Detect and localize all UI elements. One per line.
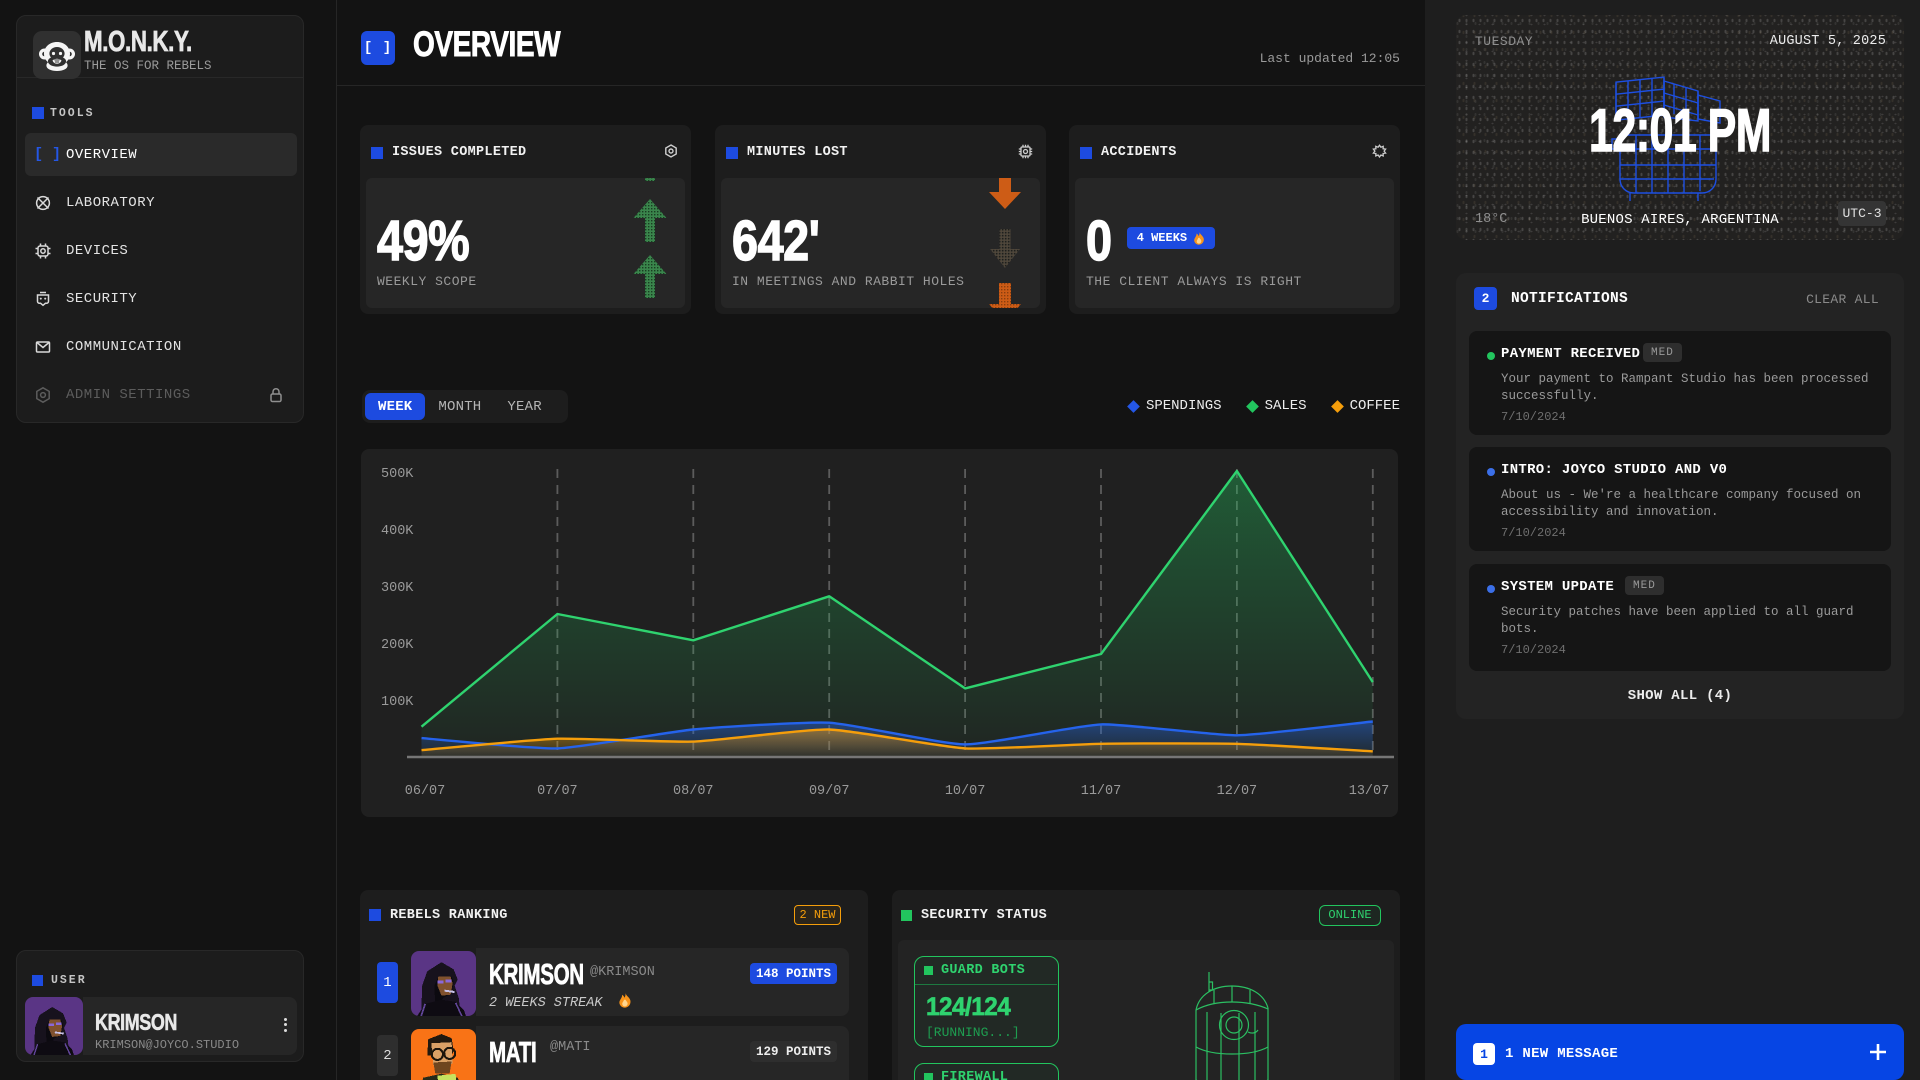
svg-text:07/07: 07/07 <box>537 784 578 799</box>
svg-text:11/07: 11/07 <box>1081 784 1122 799</box>
svg-text:10/07: 10/07 <box>945 784 986 799</box>
svg-text:06/07: 06/07 <box>405 784 446 799</box>
svg-text:08/07: 08/07 <box>673 784 714 799</box>
svg-text:100K: 100K <box>381 695 414 710</box>
svg-text:200K: 200K <box>381 638 414 653</box>
svg-text:09/07: 09/07 <box>809 784 850 799</box>
svg-text:400K: 400K <box>381 524 414 539</box>
svg-text:300K: 300K <box>381 581 414 596</box>
svg-text:13/07: 13/07 <box>1349 784 1390 799</box>
svg-text:12/07: 12/07 <box>1217 784 1258 799</box>
svg-text:500K: 500K <box>381 467 414 482</box>
